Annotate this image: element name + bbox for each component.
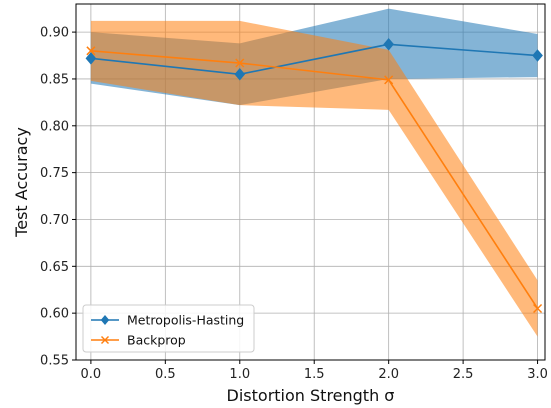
- data-point-metropolis-hasting: [532, 49, 543, 62]
- y-tick-label: 0.75: [40, 166, 69, 181]
- series-line-metropolis-hasting: [90, 43, 538, 76]
- x-axis-label: Distortion Strength σ: [227, 386, 395, 405]
- data-point-backprop: [533, 303, 543, 314]
- band-backprop: [90, 20, 538, 337]
- x-tick-label: 2.5: [453, 367, 474, 382]
- legend-box: [82, 304, 255, 353]
- x-marker-stroke: [384, 75, 394, 85]
- legend: Metropolis-Hasting Backprop: [82, 304, 255, 353]
- legend-marker: [100, 315, 110, 325]
- y-tick-label: 0.60: [40, 307, 69, 322]
- y-tick-label: 0.65: [40, 260, 69, 275]
- y-tick-label: 0.90: [40, 26, 69, 41]
- data-point-backprop: [86, 46, 96, 56]
- legend-entry-metropolis-hasting: Metropolis-Hasting: [91, 313, 244, 328]
- legend-label: Backprop: [127, 333, 186, 348]
- x-tick-label: 1.5: [304, 367, 325, 382]
- axis-ticks: 0.0 0.5 1.0 1.5 2.0 2.5 3.0 0.55 0.60 0.65 0.70 0.7…: [40, 26, 548, 382]
- legend-label: Metropolis-Hasting: [127, 313, 244, 328]
- x-tick-label: 1.0: [229, 367, 250, 382]
- series-lines: [85, 38, 543, 314]
- x-tick-label: 2.0: [378, 367, 399, 382]
- y-tick-label: 0.80: [40, 119, 69, 134]
- plot-frame: [75, 3, 546, 361]
- y-tick-label: 0.70: [40, 213, 69, 228]
- x-marker-stroke: [533, 303, 543, 314]
- data-point-backprop: [384, 75, 394, 85]
- legend-marker: [101, 336, 109, 344]
- y-axis-label: Test Accuracy: [12, 127, 31, 238]
- data-point-metropolis-hasting: [234, 67, 246, 81]
- confidence-bands: [90, 8, 538, 337]
- x-marker-stroke: [86, 46, 96, 56]
- plot-border: [75, 3, 546, 361]
- x-tick-label: 3.0: [527, 367, 548, 382]
- data-point-backprop: [235, 58, 245, 68]
- y-tick-label: 0.55: [40, 354, 69, 369]
- legend-entry-backprop: Backprop: [91, 333, 186, 348]
- y-tick-label: 0.85: [40, 72, 69, 87]
- x-tick-label: 0.5: [155, 367, 176, 382]
- data-point-metropolis-hasting: [383, 38, 394, 51]
- x-marker-stroke: [235, 58, 245, 68]
- x-tick-label: 0.0: [81, 367, 102, 382]
- data-point-metropolis-hasting: [85, 52, 97, 65]
- series-line-backprop: [90, 50, 539, 309]
